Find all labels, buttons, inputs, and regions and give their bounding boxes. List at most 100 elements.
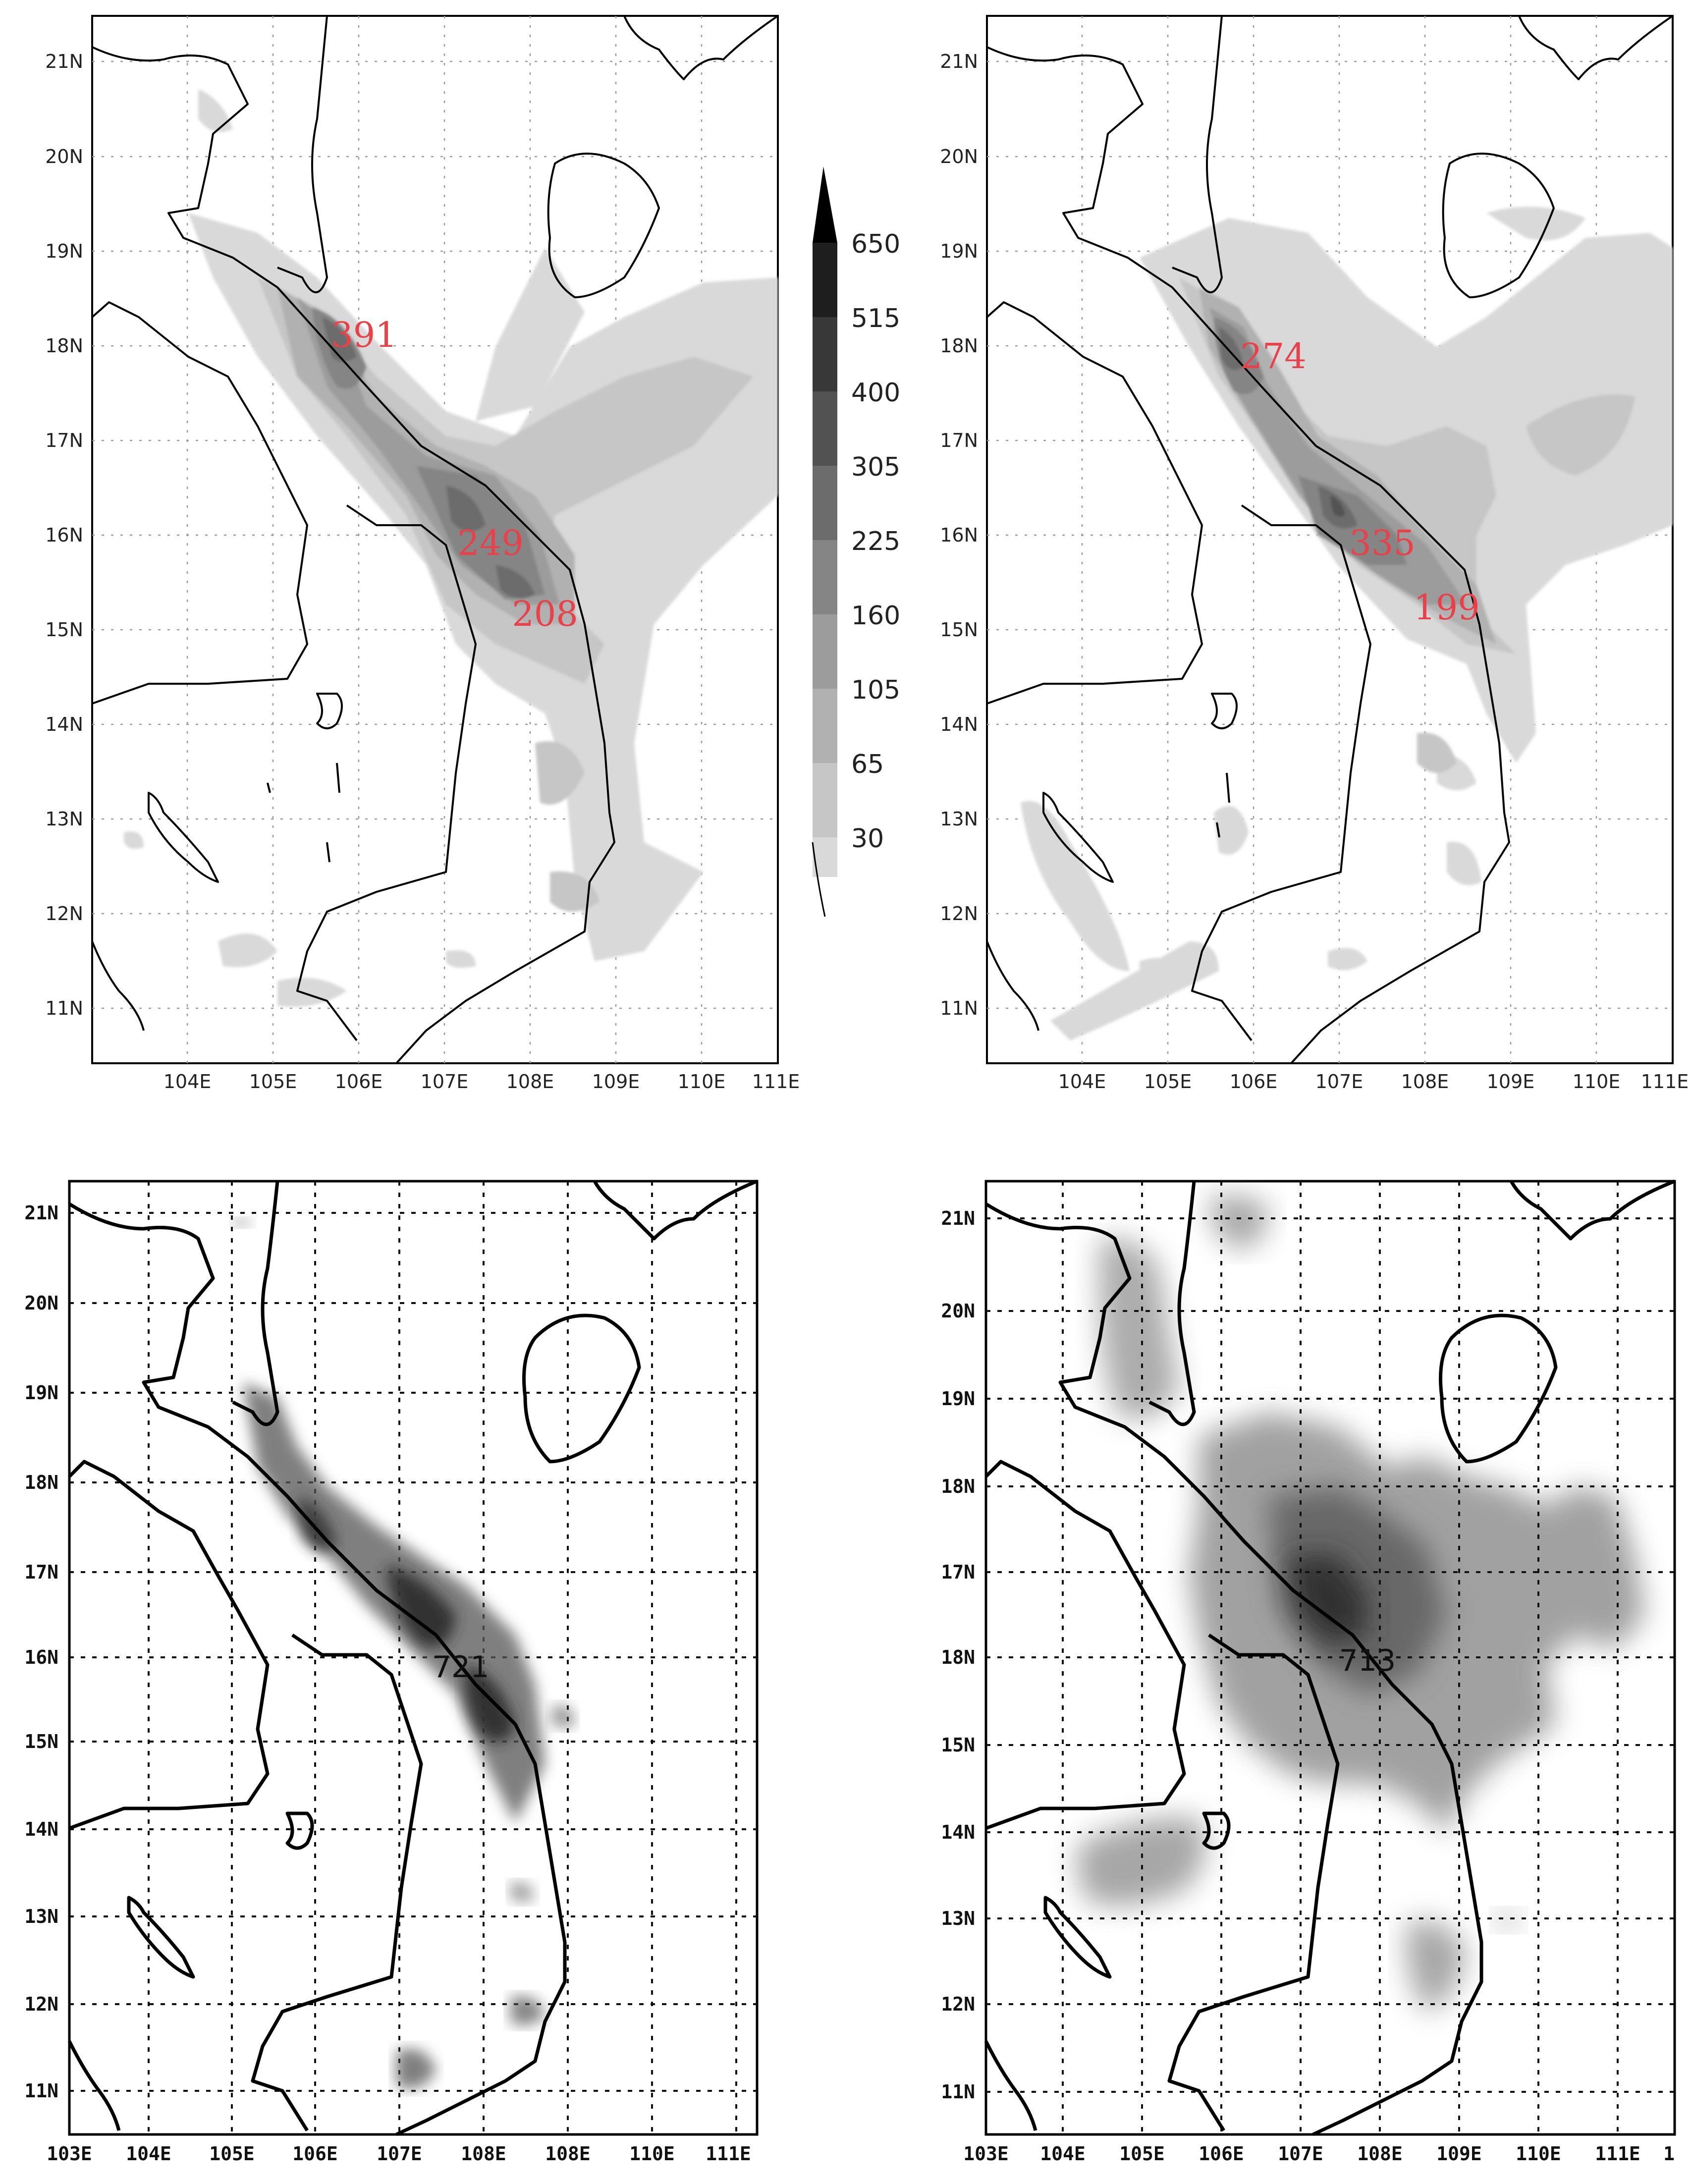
lat-tick: 15N [45,619,83,641]
lon-tick: 110E [1516,2143,1561,2165]
lon-tick: 108E [545,2143,591,2165]
lon-tick: 105E [1119,2143,1165,2165]
lat-tick-labels: 21N 20N 19N 18N 17N 16N 15N 14N 13N 12N … [45,51,83,1019]
lon-tick: 106E [1230,1071,1278,1092]
lon-tick: 108E [506,1071,554,1092]
lon-tick: 106E [1199,2143,1244,2165]
lon-tick: 104E [1040,2143,1086,2165]
max-label: 199 [1414,587,1480,628]
max-label: 391 [331,315,397,355]
lat-tick: 15N [940,619,978,641]
lat-tick: 14N [940,713,978,735]
lat-tick: 13N [45,808,83,830]
lat-tick: 13N [941,1908,975,1929]
lat-tick: 19N [24,1382,58,1404]
lat-tick: 19N [45,240,83,262]
lat-tick: 18N [45,335,83,357]
colorbar-segment [813,243,837,317]
lat-tick: 21N [45,51,83,72]
lon-tick: 111E [752,1071,800,1092]
lat-tick: 13N [940,808,978,830]
max-label: 249 [457,523,524,563]
lat-tick: 21N [24,1202,58,1224]
lon-tick: 108E [1357,2143,1403,2165]
lat-tick: 21N [941,1207,975,1229]
lon-tick: 104E [126,2143,171,2165]
panel-c-map: 21N 20N 19N 18N 17N 16N 15N 14N 13N 12N … [24,1179,759,2165]
lat-tick: 11N [941,2081,975,2103]
lat-tick: 11N [24,2080,58,2102]
lat-tick: 12N [45,903,83,925]
colorbar-segment [813,391,837,466]
lon-tick-labels: 104E 105E 106E 107E 108E 109E 110E 111E [1058,1071,1689,1092]
lon-tick: 111E [1595,2143,1640,2165]
lat-tick: 13N [24,1906,58,1927]
lat-tick: 17N [941,1561,975,1583]
lon-tick: 107E [1315,1071,1364,1092]
lat-tick: 12N [940,903,978,925]
coastlines-and-borders [67,1179,758,2136]
lon-tick: 111E [1641,1071,1689,1092]
lat-tick: 16N [45,524,83,546]
lat-tick: 17N [940,430,978,451]
lat-tick: 14N [45,713,83,735]
colorbar-level: 160 [851,601,900,631]
lon-tick: 109E [592,1071,640,1092]
grid-lines [986,1181,1675,2134]
lon-tick: 111E [706,2143,751,2165]
colorbar-segment [813,763,837,837]
lon-tick: 108E [461,2143,506,2165]
lon-tick: 110E [678,1071,726,1092]
max-label: 274 [1240,336,1307,377]
rainfall-shading [124,89,778,1007]
lon-tick: 106E [335,1071,383,1092]
lon-tick: 104E [1058,1071,1106,1092]
lat-tick: 11N [45,997,83,1019]
maximum-value-labels: 713 [1339,1643,1396,1678]
coastlines-and-borders [984,1179,1676,2136]
max-label: 208 [512,594,578,634]
panel-a-map: 21N 20N 19N 18N 17N 16N 15N 14N 13N 12N … [45,15,800,1092]
lat-tick: 20N [940,146,978,167]
grid-lines [987,16,1673,1063]
max-label: 335 [1349,523,1416,563]
colorbar-top-triangle [813,166,837,243]
colorbar-level: 515 [851,304,900,333]
lat-tick: 18N [941,1646,975,1668]
colorbar-segment [813,317,837,391]
lat-tick-labels: 21N 20N 19N 18N 17N 16N 15N 14N 13N 12N … [940,51,978,1019]
lat-tick: 11N [940,997,978,1019]
lat-tick: 16N [24,1646,58,1668]
maximum-value-labels: 391 249 208 [331,315,578,634]
lat-tick: 18N [940,335,978,357]
lat-tick: 18N [941,1475,975,1497]
colorbar-segment [813,466,837,540]
lat-tick: 21N [940,51,978,72]
lat-tick: 12N [941,1993,975,2015]
lon-tick: 110E [1573,1071,1621,1092]
lon-tick-labels: 104E 105E 106E 107E 108E 109E 110E 111E [164,1071,800,1092]
lat-tick: 19N [941,1388,975,1410]
colorbar-level: 65 [851,750,884,779]
lat-tick: 15N [941,1734,975,1756]
lon-tick: 105E [209,2143,255,2165]
colorbar-level: 305 [851,452,900,482]
colorbar-level: 400 [851,378,900,408]
panel-d-map: 21N 20N 19N 18N 17N 18N 15N 14N 13N 12N … [941,1179,1676,2165]
lat-tick: 20N [45,146,83,167]
coastlines-and-borders [986,15,1674,1064]
lon-tick: 109E [1436,2143,1482,2165]
lon-tick: 105E [1144,1071,1192,1092]
rainfall-shading [1077,1196,1645,2012]
lat-tick: 14N [24,1818,58,1840]
lat-tick: 16N [940,524,978,546]
colorbar-level: 650 [851,229,900,259]
colorbar-segment [813,614,837,689]
colorbar-segment [813,540,837,614]
lat-tick: 19N [940,240,978,262]
lon-tick: 110E [629,2143,675,2165]
grid-lines [69,1181,757,2134]
colorbar-level: 105 [851,675,900,705]
lon-tick: 107E [1278,2143,1323,2165]
lon-tick: 106E [292,2143,338,2165]
